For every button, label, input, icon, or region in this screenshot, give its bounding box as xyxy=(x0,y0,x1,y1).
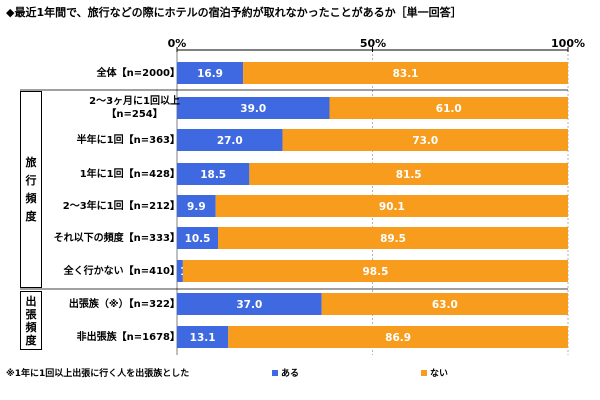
data-label-no-8: 86.9 xyxy=(385,332,411,344)
category-label-3: 1年に1回【n=428】 xyxy=(80,168,180,181)
axis-tick-label-0: 0% xyxy=(167,37,187,50)
group-business-char-3: 度 xyxy=(25,333,37,347)
category-label-5: それ以下の頻度【n=333】 xyxy=(54,232,180,245)
group-travel-char-2: 頻 xyxy=(25,191,37,205)
legend-swatch-no xyxy=(421,369,427,376)
data-label-no-1: 61.0 xyxy=(436,103,462,115)
axis-tick-label-100: 100% xyxy=(551,37,585,50)
data-label-yes-1: 39.0 xyxy=(240,103,266,115)
data-label-no-4: 90.1 xyxy=(379,201,405,213)
group-travel-char-1: 行 xyxy=(25,173,37,187)
bar-yes-6 xyxy=(177,260,183,282)
data-label-yes-0: 16.9 xyxy=(197,68,223,80)
category-label-7-line-0: 出張族（※）【n=322】 xyxy=(68,298,180,310)
bar-yes-4 xyxy=(177,195,216,217)
category-label-3-line-0: 1年に1回【n=428】 xyxy=(79,168,180,180)
bar-yes-1 xyxy=(177,97,330,119)
bar-yes-7 xyxy=(177,293,322,315)
bar-no-1 xyxy=(329,97,568,119)
category-label-8-line-0: 非出張族【n=1678】 xyxy=(76,331,180,343)
category-label-6-line-0: 全く行かない【n=410】 xyxy=(63,265,180,277)
category-label-5-line-0: それ以下の頻度【n=333】 xyxy=(53,232,180,244)
group-travel-char-0: 旅 xyxy=(25,155,37,169)
group-travel-char-3: 度 xyxy=(25,209,37,223)
bar-no-5 xyxy=(218,227,568,249)
category-label-1-line-1: 【n=254】 xyxy=(106,109,163,120)
legend-label-no: ない xyxy=(430,369,449,379)
category-label-1: 2～3ヶ月に1回以上 【n=254】 xyxy=(89,95,180,121)
group-business-char-1: 張 xyxy=(25,307,37,321)
data-label-yes-5: 10.5 xyxy=(185,233,211,245)
bar-yes-2 xyxy=(177,129,283,151)
category-label-1-line-0: 2～3ヶ月に1回以上 xyxy=(89,96,180,107)
group-box-business xyxy=(20,291,42,350)
bar-no-2 xyxy=(282,129,568,151)
data-label-yes-7: 37.0 xyxy=(236,299,262,311)
bar-no-4 xyxy=(215,195,569,217)
category-label-0-line-0: 全体【n=2000】 xyxy=(96,67,180,79)
category-label-0: 全体【n=2000】 xyxy=(97,67,180,80)
bar-no-3 xyxy=(249,163,568,185)
bar-yes-5 xyxy=(177,227,219,249)
bar-yes-8 xyxy=(177,326,229,348)
data-label-yes-2: 27.0 xyxy=(217,135,243,147)
legend-item-no: ない xyxy=(421,366,448,379)
category-label-2: 半年に1回【n=363】 xyxy=(77,134,180,147)
bar-yes-3 xyxy=(177,163,250,185)
legend-swatch-yes xyxy=(272,369,278,376)
category-label-2-line-0: 半年に1回【n=363】 xyxy=(76,134,180,146)
group-business-char-2: 頻 xyxy=(25,320,37,334)
chart-title: ◆最近1年間で、旅行などの際にホテルの宿泊予約が取れなかったことがあるか［単一回… xyxy=(6,6,462,19)
legend-item-yes: ある xyxy=(272,366,299,379)
data-label-no-2: 73.0 xyxy=(412,135,438,147)
group-label-travel: 旅行頻度 xyxy=(20,91,42,288)
legend-label-yes: ある xyxy=(281,369,300,379)
data-label-no-3: 81.5 xyxy=(396,169,422,181)
category-label-4-line-0: 2～3年に1回【n=212】 xyxy=(62,200,180,212)
bar-yes-0 xyxy=(177,62,244,84)
data-label-yes-8: 13.1 xyxy=(190,332,216,344)
data-label-yes-3: 18.5 xyxy=(200,169,226,181)
data-label-yes-4: 9.9 xyxy=(187,201,206,213)
footnote: ※1年に1回以上出張に行く人を出張族とした xyxy=(6,369,190,379)
bar-no-7 xyxy=(321,293,568,315)
bar-no-8 xyxy=(228,326,568,348)
data-label-no-6: 98.5 xyxy=(362,266,388,278)
bar-no-6 xyxy=(182,260,569,282)
category-label-4: 2～3年に1回【n=212】 xyxy=(63,200,180,213)
category-label-8: 非出張族【n=1678】 xyxy=(77,331,180,344)
category-label-6: 全く行かない【n=410】 xyxy=(64,265,180,278)
bar-no-0 xyxy=(243,62,569,84)
data-label-no-5: 89.5 xyxy=(380,233,406,245)
group-label-business: 出張頻度 xyxy=(20,291,42,350)
data-label-no-7: 63.0 xyxy=(432,299,458,311)
data-label-no-0: 83.1 xyxy=(393,68,419,80)
axis-tick-label-50: 50% xyxy=(359,37,387,50)
group-business-char-0: 出 xyxy=(25,294,37,308)
category-label-7: 出張族（※）【n=322】 xyxy=(69,298,180,311)
group-box-travel xyxy=(20,91,42,288)
